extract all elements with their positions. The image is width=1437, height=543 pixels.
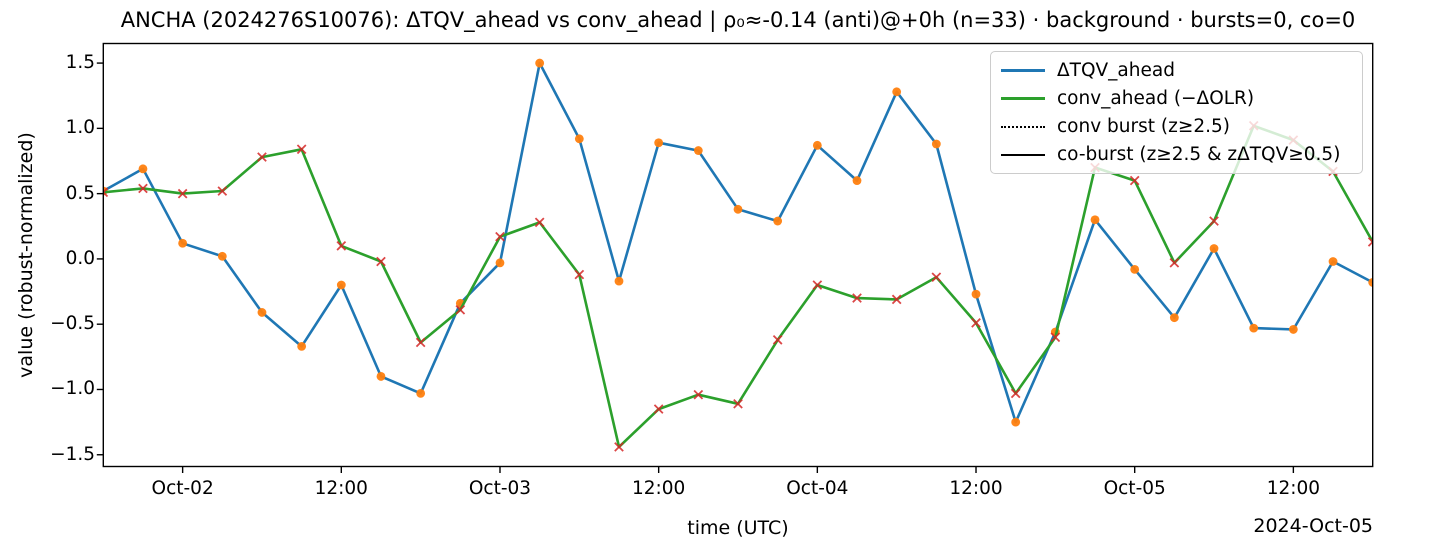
legend-label-conv: conv_ahead (−ΔOLR): [1057, 87, 1255, 109]
data-point-dtqv: [1209, 244, 1219, 253]
x-tick-label: 12:00: [314, 478, 368, 499]
data-point-conv: [971, 318, 981, 328]
data-point-conv: [852, 293, 862, 303]
data-point-conv: [772, 335, 783, 345]
data-point-dtqv: [1011, 417, 1021, 427]
data-point-conv: [1209, 216, 1219, 226]
data-point-dtqv: [535, 58, 545, 68]
data-point-conv: [336, 241, 347, 251]
chart-title: ANCHA (2024276S10076): ΔTQV_ahead vs con…: [120, 8, 1356, 32]
data-point-dtqv: [178, 238, 188, 248]
y-tick-label: 1.5: [65, 52, 95, 74]
legend-line-sample-co-burst: [1001, 153, 1045, 156]
data-point-dtqv: [852, 176, 862, 185]
data-point-conv: [931, 272, 942, 283]
legend-label-co-burst: co-burst (z≥2.5 & zΔTQV≥0.5): [1057, 144, 1341, 166]
data-point-conv: [376, 256, 386, 267]
x-tick-label: 12:00: [1266, 478, 1321, 499]
data-point-dtqv: [971, 289, 981, 299]
data-point-conv: [257, 152, 267, 162]
legend-item-co-burst: co-burst (z≥2.5 & zΔTQV≥0.5): [1001, 141, 1352, 169]
data-point-conv: [733, 398, 743, 409]
data-point-conv: [415, 337, 426, 348]
legend-line-sample-conv-burst: [1001, 125, 1045, 128]
data-point-dtqv: [495, 258, 505, 268]
x-axis-offset-text: 2024-Oct-05: [1253, 515, 1373, 537]
data-point-conv: [812, 280, 823, 290]
legend-label-dtqv: ΔTQV_ahead: [1057, 59, 1175, 81]
x-tick-label: Oct-02: [151, 478, 214, 499]
data-point-dtqv: [1368, 278, 1373, 287]
legend-label-conv-burst: conv burst (z≥2.5): [1057, 116, 1230, 138]
data-point-conv: [574, 269, 585, 280]
data-point-conv: [534, 217, 545, 228]
legend-item-conv: conv_ahead (−ΔOLR): [1001, 84, 1352, 112]
y-tick-label: 0.0: [65, 247, 95, 269]
x-tick-label: Oct-03: [468, 478, 532, 499]
data-point-dtqv: [1288, 325, 1298, 334]
data-point-dtqv: [931, 139, 941, 149]
data-point-conv: [296, 144, 307, 155]
legend-item-conv-burst: conv burst (z≥2.5): [1001, 113, 1352, 141]
data-point-dtqv: [138, 164, 148, 174]
x-tick-label: 12:00: [631, 478, 686, 499]
data-point-conv: [495, 231, 505, 242]
x-tick-label: Oct-05: [1103, 478, 1166, 499]
legend: ΔTQV_ahead conv_ahead (−ΔOLR) conv burst…: [990, 51, 1363, 174]
data-point-conv: [614, 442, 624, 452]
y-tick-label: 1.0: [65, 117, 95, 139]
data-point-dtqv: [733, 204, 743, 214]
data-point-dtqv: [1090, 215, 1100, 225]
y-tick-label: −0.5: [50, 313, 95, 335]
data-point-conv: [653, 404, 664, 414]
data-point-conv: [217, 186, 228, 196]
data-point-dtqv: [1169, 313, 1179, 323]
data-point-dtqv: [1328, 257, 1338, 266]
data-point-conv: [103, 187, 109, 198]
data-point-dtqv: [336, 280, 346, 290]
x-tick-label: 12:00: [949, 478, 1003, 499]
x-tick-label: Oct-04: [786, 478, 849, 499]
legend-line-sample-conv: [1001, 96, 1045, 100]
data-point-dtqv: [574, 134, 584, 144]
data-point-conv: [1050, 332, 1061, 343]
data-point-dtqv: [773, 216, 783, 226]
data-point-conv: [455, 304, 466, 315]
data-point-dtqv: [892, 87, 902, 97]
data-point-conv: [891, 294, 902, 305]
data-point-dtqv: [693, 146, 703, 155]
data-point-conv: [177, 188, 188, 199]
y-tick-label: −1.0: [50, 378, 95, 400]
data-point-conv: [693, 389, 704, 400]
y-tick-label: −1.5: [50, 443, 95, 465]
data-point-conv: [1129, 175, 1140, 186]
y-tick-label: 0.5: [65, 182, 95, 204]
data-point-dtqv: [257, 308, 267, 317]
legend-line-sample-dtqv: [1001, 68, 1045, 72]
data-point-dtqv: [416, 388, 426, 398]
data-point-dtqv: [1249, 323, 1259, 333]
data-point-conv: [138, 183, 148, 194]
data-point-dtqv: [376, 372, 386, 381]
data-point-dtqv: [614, 276, 624, 286]
data-point-conv: [1169, 257, 1180, 268]
data-point-conv: [1010, 388, 1021, 399]
data-point-dtqv: [654, 138, 664, 148]
data-point-dtqv: [217, 251, 227, 261]
data-point-dtqv: [297, 341, 307, 351]
x-axis-label: time (UTC): [687, 517, 789, 539]
data-point-dtqv: [1130, 264, 1140, 274]
data-point-dtqv: [812, 140, 822, 150]
legend-item-dtqv: ΔTQV_ahead: [1001, 56, 1352, 84]
